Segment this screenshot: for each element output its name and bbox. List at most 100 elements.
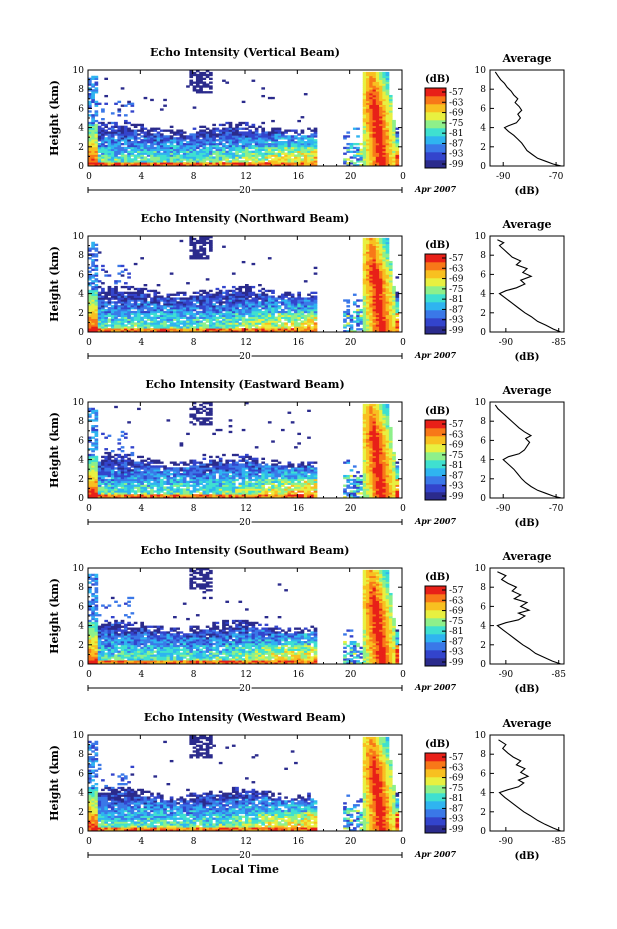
heatmap-cell	[186, 141, 190, 144]
heatmap-cell	[235, 305, 239, 308]
heatmap-cell	[366, 96, 370, 100]
heatmap-cell	[300, 305, 305, 308]
heatmap-cell	[94, 146, 99, 150]
heatmap-cell	[307, 316, 311, 319]
heatmap-cell	[254, 328, 259, 331]
heatmap-cell	[228, 131, 233, 134]
heatmap-cell	[189, 297, 194, 300]
heatmap-cell	[366, 245, 370, 248]
heatmap-cell	[110, 160, 115, 163]
heatmap-cell	[254, 131, 259, 134]
heatmap-cell	[238, 162, 243, 165]
heatmap-cell	[94, 280, 99, 283]
heatmap-cell	[254, 148, 259, 152]
heatmap-cell	[101, 144, 105, 148]
heatmap-cell	[372, 249, 377, 252]
heatmap-cell	[277, 305, 282, 308]
heatmap-cell	[218, 316, 223, 319]
heatmap-cell	[379, 268, 383, 271]
heatmap-cell	[202, 146, 207, 150]
heatmap-cell	[199, 312, 203, 316]
heatmap-cell	[366, 137, 370, 140]
heatmap-cell	[245, 139, 249, 142]
heatmap-cell	[150, 476, 154, 480]
heatmap-cell	[202, 305, 207, 308]
heatmap-cell	[235, 324, 239, 327]
heatmap-cell	[104, 324, 109, 327]
heatmap-cell	[307, 303, 311, 306]
heatmap-cell	[104, 164, 109, 167]
heatmap-cell	[388, 121, 393, 125]
heatmap-cell	[133, 291, 138, 294]
heatmap-cell	[156, 461, 161, 464]
heatmap-cell	[231, 305, 236, 308]
heatmap-cell	[94, 148, 99, 152]
heatmap-cell	[379, 270, 383, 273]
heatmap-cell	[182, 307, 187, 310]
heatmap-cell	[382, 158, 387, 161]
heatmap-cell	[362, 295, 367, 298]
heatmap-cell	[372, 301, 377, 304]
heatmap-cell	[254, 139, 259, 142]
heatmap-cell	[159, 328, 164, 331]
heatmap-cell	[192, 480, 197, 484]
heatmap-cell	[382, 112, 387, 115]
heatmap-cell	[94, 465, 99, 468]
heatmap-cell	[88, 461, 92, 464]
heatmap-cell	[199, 129, 203, 132]
heatmap-cell	[258, 142, 262, 146]
heatmap-cell	[379, 79, 383, 82]
heatmap-cell	[261, 144, 266, 148]
heatmap-cell	[392, 156, 396, 159]
heatmap-cell	[388, 123, 393, 127]
heatmap-cell	[369, 297, 373, 300]
heatmap-cell	[369, 144, 373, 148]
heatmap-cell	[133, 467, 138, 470]
heatmap-cell	[274, 308, 279, 312]
heatmap-cell	[114, 293, 118, 296]
heatmap-cell	[130, 131, 135, 134]
heatmap-cell	[362, 289, 367, 293]
heatmap-cell	[379, 121, 383, 125]
heatmap-cell	[287, 326, 292, 329]
heatmap-cell	[114, 318, 118, 321]
heatmap-cell	[209, 77, 213, 80]
heatmap-cell	[310, 156, 315, 159]
heatmap-cell	[261, 141, 266, 144]
heatmap-cell	[163, 324, 167, 327]
heatmap-cell	[261, 305, 266, 308]
heatmap-cell	[372, 81, 377, 84]
heatmap-cell	[202, 490, 207, 493]
heatmap-cell	[313, 318, 318, 321]
heatmap-cell	[101, 310, 105, 314]
heatmap-cell	[388, 274, 393, 277]
heatmap-cell	[362, 280, 367, 283]
heatmap-cell	[382, 108, 387, 111]
heatmap-cell	[150, 164, 154, 167]
heatmap-cell	[392, 289, 396, 293]
heatmap-cell	[375, 98, 380, 102]
heatmap-cell	[228, 156, 233, 159]
heatmap-cell	[91, 144, 95, 148]
heatmap-cell	[375, 266, 380, 270]
heatmap-cell	[372, 142, 377, 146]
heatmap-cell	[271, 152, 275, 155]
heatmap-cell	[123, 156, 128, 159]
heatmap-cell	[277, 131, 282, 134]
heatmap-cell	[117, 320, 122, 323]
heatmap-cell	[127, 291, 131, 294]
heatmap-cell	[375, 102, 380, 105]
heatmap-cell	[107, 148, 112, 152]
heatmap-cell	[382, 308, 387, 312]
heatmap-cell	[212, 318, 216, 321]
heatmap-cell	[271, 328, 275, 331]
heatmap-cell	[205, 318, 210, 321]
heatmap-cell	[212, 305, 216, 308]
heatmap-cell	[307, 148, 311, 152]
heatmap-cell	[372, 264, 377, 268]
heatmap-cell	[369, 137, 373, 140]
heatmap-cell	[91, 419, 95, 422]
heatmap-cell	[372, 285, 377, 289]
